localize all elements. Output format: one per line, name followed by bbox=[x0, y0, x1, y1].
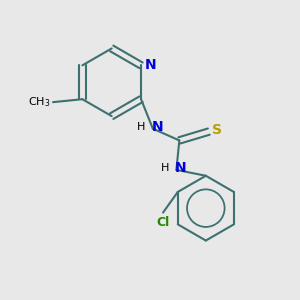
Text: S: S bbox=[212, 123, 222, 137]
Text: CH$_3$: CH$_3$ bbox=[28, 95, 51, 109]
Text: Cl: Cl bbox=[156, 216, 170, 229]
Text: H: H bbox=[137, 122, 146, 132]
Text: N: N bbox=[175, 161, 187, 176]
Text: N: N bbox=[145, 58, 156, 72]
Text: N: N bbox=[152, 120, 163, 134]
Text: H: H bbox=[160, 164, 169, 173]
